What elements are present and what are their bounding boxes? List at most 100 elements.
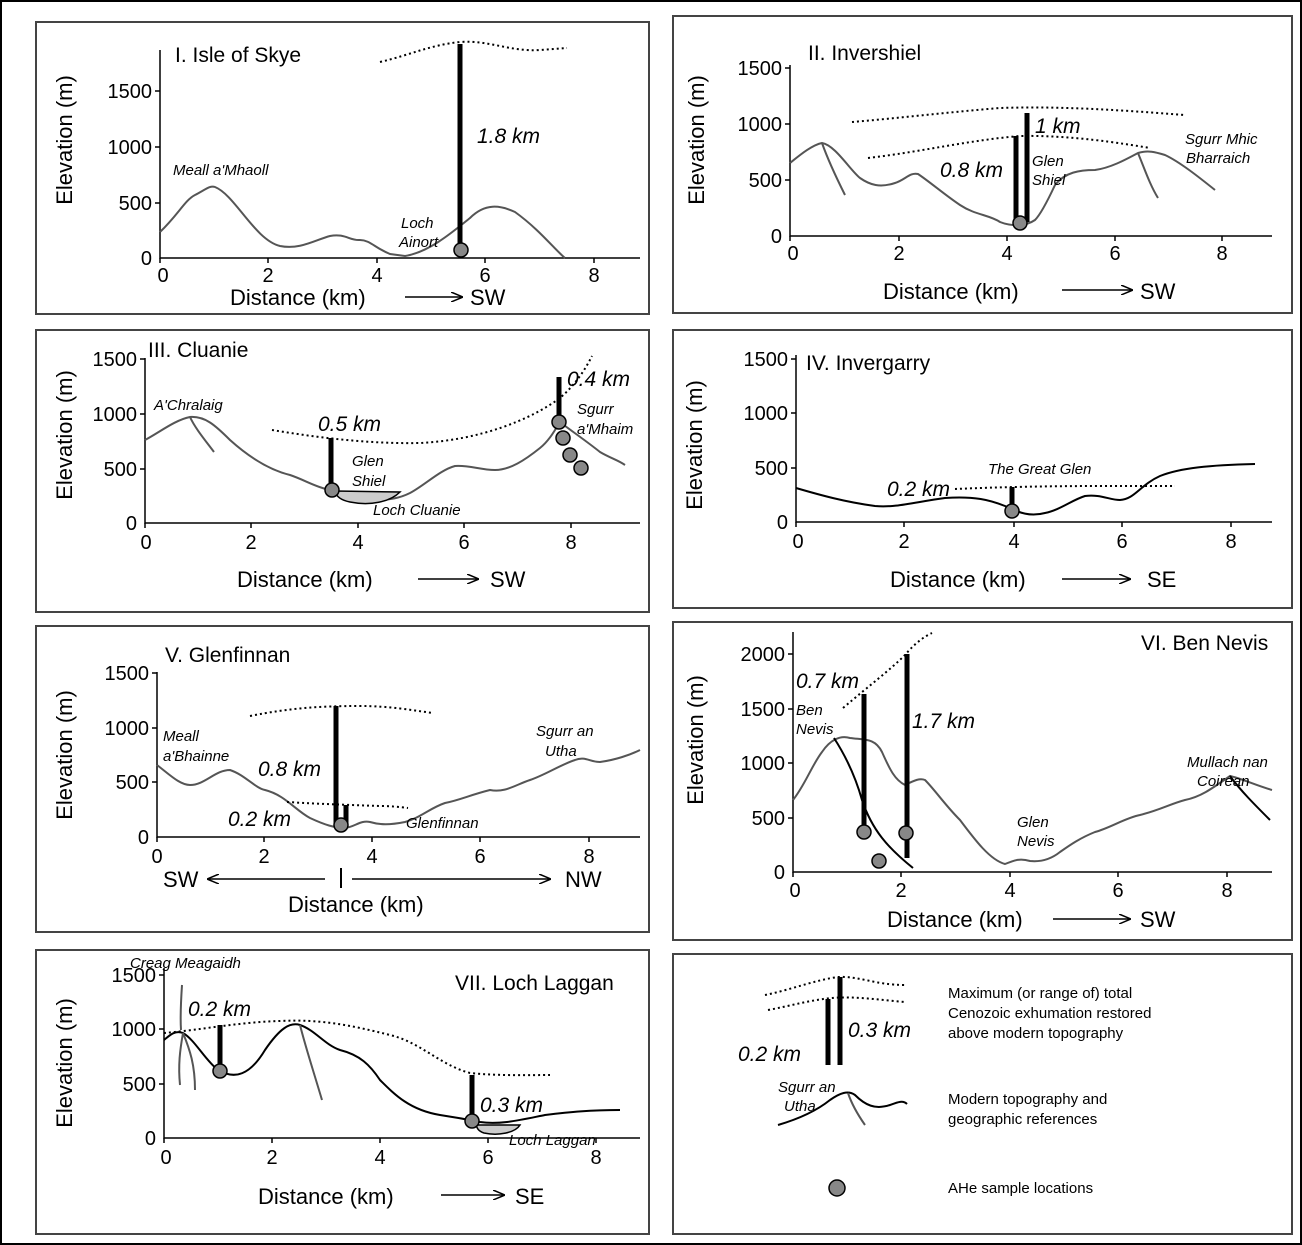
exhumation-label: 1.8 km [477,125,540,148]
exhumation-envelope [379,40,568,63]
panel-frame [672,329,1293,609]
place-label: Loch Cluanie [373,502,461,519]
exhumation-envelope [867,134,1151,159]
y-tick: 1500 [112,965,157,987]
y-tick: 0 [145,1128,156,1150]
axes [795,355,1272,523]
panel-frame [35,625,650,933]
ticks [159,974,597,1143]
ahe-sample [856,824,872,840]
ahe-sample [464,1113,480,1129]
legend-description: Modern topography and [948,1091,1107,1108]
panel-glenfinnan: V. Glenfinnan Elevation (m) 1500 1000 50… [35,625,650,933]
direction-label: NW [565,867,602,892]
place-label: Bharraich [1186,150,1250,167]
x-tick: 4 [1001,243,1012,265]
x-tick: 2 [258,846,269,868]
x-axis-label: Distance (km) [890,567,1026,592]
ahe-sample [212,1063,228,1079]
panel-invershiel: II. Invershiel Elevation (m) 1500 1000 5… [672,15,1293,314]
ahe-sample [555,430,571,446]
exhumation-envelope [249,704,434,717]
exhumation-envelope [271,355,593,445]
x-tick: 6 [1112,880,1123,902]
panel-cluanie: III. Cluanie Elevation (m) 1500 1000 500… [35,329,650,613]
topography-profile [156,749,641,830]
spur-line [189,416,215,453]
topography-profile [795,463,1256,516]
exhumation-label: 0.2 km [188,998,251,1021]
place-label: Glen [352,453,384,470]
x-tick: 2 [245,532,256,554]
y-tick: 1000 [108,137,153,159]
y-tick: 1000 [112,1019,157,1041]
x-tick: 8 [1221,880,1232,902]
ticks [152,672,590,842]
exhumation-label: 0.2 km [738,1043,801,1066]
axes [159,50,640,259]
panel-title: I. Isle of Skye [175,44,301,67]
ahe-sample [333,817,349,833]
spur-line [821,142,846,196]
topography-profile [163,1023,621,1124]
direction-label: SW [163,867,199,892]
place-label: Ainort [398,234,439,251]
y-tick: 1000 [738,114,783,136]
ahe-sample [828,1179,846,1197]
panel-frame [672,953,1293,1235]
ticks [140,358,572,528]
exhumation-label: 0.5 km [318,413,381,436]
x-tick: 8 [583,846,594,868]
x-tick: 4 [371,265,382,287]
direction-label: SE [1147,567,1176,592]
x-tick: 2 [898,531,909,553]
ahe-sample [1004,503,1020,519]
legend-description: Maximum (or range of) total [948,985,1132,1002]
x-tick: 2 [266,1147,277,1169]
panel-invergarry: IV. Invergarry Elevation (m) 1500 1000 5… [672,329,1293,609]
y-axis-label: Elevation (m) [52,998,77,1128]
lake [474,1124,522,1135]
place-label: Glenfinnan [406,815,479,832]
x-tick: 8 [1216,243,1227,265]
direction-label: SW [490,567,526,592]
y-tick: 500 [104,459,137,481]
x-tick: 2 [895,880,906,902]
x-tick: 2 [262,265,273,287]
exhumation-envelope [851,106,1186,123]
panel-frame [35,949,650,1235]
spur-line [833,737,914,869]
x-tick: 4 [1004,880,1015,902]
topography-profile [159,185,566,259]
panel-title: VI. Ben Nevis [1141,632,1268,655]
x-tick: 6 [1116,531,1127,553]
panel-title: VII. Loch Laggan [455,972,614,995]
place-label: Nevis [796,721,834,738]
panel-title: V. Glenfinnan [165,644,290,667]
x-tick: 0 [157,265,168,287]
y-axis-label: Elevation (m) [52,370,77,500]
place-label: Utha [545,743,577,760]
exhumation-label: 0.3 km [848,1019,911,1042]
legend-sample: AHe sample locations [828,1179,1093,1197]
direction-label: SW [1140,907,1176,932]
exhumation-label: 0.8 km [940,159,1003,182]
place-label: Sgurr [577,401,615,418]
place-label: Ben [796,702,823,719]
x-tick: 0 [787,243,798,265]
y-axis-label: Elevation (m) [684,75,709,205]
x-axis-label: Distance (km) [237,567,373,592]
y-tick: 1500 [108,81,153,103]
panel-ben-nevis: VI. Ben Nevis Elevation (m) 2000 1500 10… [672,621,1293,941]
spur-line [182,1032,196,1091]
exhumation-label: 0.8 km [258,758,321,781]
legend-description: geographic references [948,1111,1097,1128]
ticks [785,67,1223,241]
panel-loch-laggan: VII. Loch Laggan Elevation (m) 1500 1000… [35,949,650,1235]
spur-line [178,1032,184,1086]
legend-topography: Sgurr an Utha Modern topography and geog… [777,1079,1107,1128]
x-tick: 6 [479,265,490,287]
panel-frame [672,15,1293,314]
x-tick: 6 [458,532,469,554]
legend-description: Cenozoic exhumation restored [948,1005,1151,1022]
